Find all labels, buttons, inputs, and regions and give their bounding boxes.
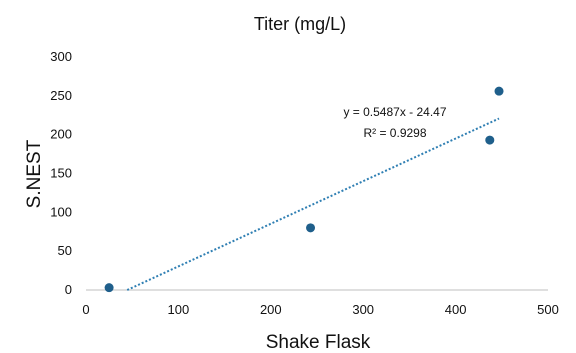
y-tick-label: 0 — [65, 282, 72, 297]
trendline-equation: y = 0.5487x - 24.47 — [343, 105, 446, 119]
x-tick-label: 100 — [168, 302, 190, 317]
x-tick-label: 400 — [445, 302, 467, 317]
trendline-r-squared: R² = 0.9298 — [363, 126, 426, 140]
data-point — [306, 223, 316, 233]
data-point — [494, 86, 504, 96]
y-tick-label: 250 — [50, 88, 72, 103]
data-point — [104, 283, 114, 293]
y-tick-label: 200 — [50, 127, 72, 142]
x-tick-label: 500 — [537, 302, 559, 317]
x-axis-label: Shake Flask — [266, 332, 371, 353]
x-tick-labels: 0 100 200 300 400 500 — [82, 302, 558, 317]
y-tick-label: 300 — [50, 49, 72, 64]
data-points — [104, 86, 504, 293]
y-tick-label: 50 — [58, 243, 72, 258]
x-tick-label: 200 — [260, 302, 282, 317]
chart-title: Titer (mg/L) — [254, 14, 346, 34]
y-tick-labels: 0 50 100 150 200 250 300 — [50, 49, 72, 297]
trendline — [126, 117, 500, 291]
x-tick-label: 0 — [82, 302, 89, 317]
y-tick-label: 100 — [50, 204, 72, 219]
y-tick-label: 150 — [50, 166, 72, 181]
y-axis-label: S.NEST — [24, 139, 45, 208]
data-point — [485, 135, 495, 145]
x-tick-label: 300 — [352, 302, 374, 317]
